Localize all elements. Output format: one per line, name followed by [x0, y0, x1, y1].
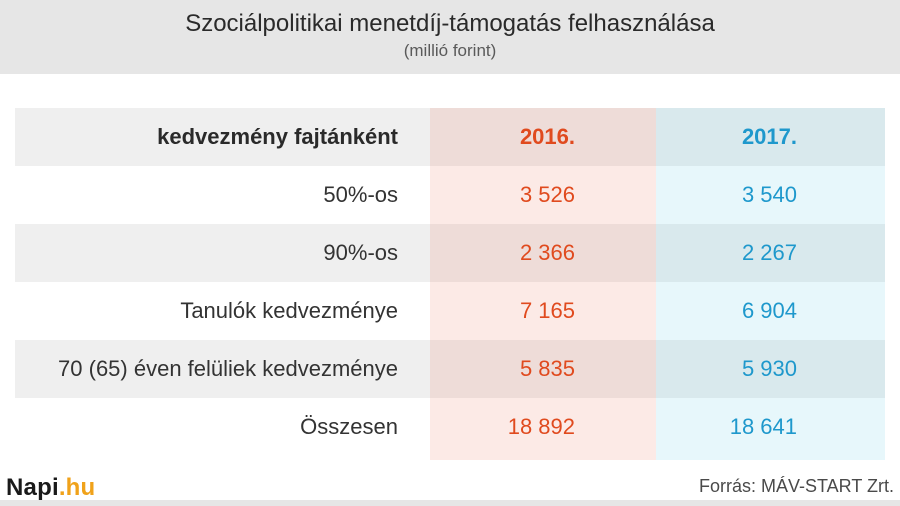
column-2017-highlight: [656, 108, 885, 460]
chart-subtitle: (millió forint): [403, 41, 497, 60]
row-label: 50%-os: [323, 182, 398, 207]
header-2016: 2016.: [519, 124, 575, 149]
value-2016: 3 526: [519, 182, 575, 207]
table-row-bg: [15, 340, 885, 398]
table-header-row-bg: [15, 108, 885, 166]
table-row: 90%-os 2 366 2 267: [15, 224, 885, 282]
header-category: kedvezmény fajtánként: [157, 124, 398, 149]
value-2017: 6 904: [741, 298, 797, 323]
table-row: 50%-os 3 526 3 540: [15, 166, 885, 224]
row-label: 70 (65) éven felüliek kedvezménye: [58, 356, 398, 381]
table-header: kedvezmény fajtánként 2016. 2017.: [15, 108, 885, 166]
napi-logo: Napi.hu: [6, 474, 95, 502]
value-2016: 2 366: [519, 240, 575, 265]
value-2016: 18 892: [507, 414, 575, 439]
table-row-bg: [15, 224, 885, 282]
value-2017: 2 267: [741, 240, 797, 265]
table-row: Tanulók kedvezménye 7 165 6 904: [15, 282, 885, 340]
source-note: Forrás: MÁV-START Zrt.: [698, 476, 894, 496]
row-label: Összesen: [300, 414, 398, 439]
value-2016: 7 165: [519, 298, 575, 323]
value-2017: 3 540: [741, 182, 797, 207]
header-band: Szociálpolitikai menetdíj-támogatás felh…: [0, 0, 900, 74]
chart-title: Szociálpolitikai menetdíj-támogatás felh…: [185, 10, 715, 37]
logo-text: Napi: [6, 474, 59, 501]
table-row-bg: [15, 166, 885, 224]
column-2016-highlight: [430, 108, 656, 460]
table-row: Összesen 18 892 18 641: [15, 398, 885, 456]
table-row-bg: [15, 398, 885, 456]
value-2016: 5 835: [519, 356, 575, 381]
footer-divider: [0, 500, 900, 506]
value-2017: 18 641: [729, 414, 797, 439]
table-row: 70 (65) éven felüliek kedvezménye 5 835 5 …: [15, 340, 885, 398]
row-label: Tanulók kedvezménye: [180, 298, 398, 323]
header-2017: 2017.: [741, 124, 797, 149]
logo-domain: .hu: [58, 474, 96, 501]
row-label: 90%-os: [323, 240, 398, 265]
value-2017: 5 930: [741, 356, 797, 381]
table-row-bg: [15, 282, 885, 340]
data-table: kedvezmény fajtánként 2016. 2017. 50%-os…: [15, 108, 885, 460]
